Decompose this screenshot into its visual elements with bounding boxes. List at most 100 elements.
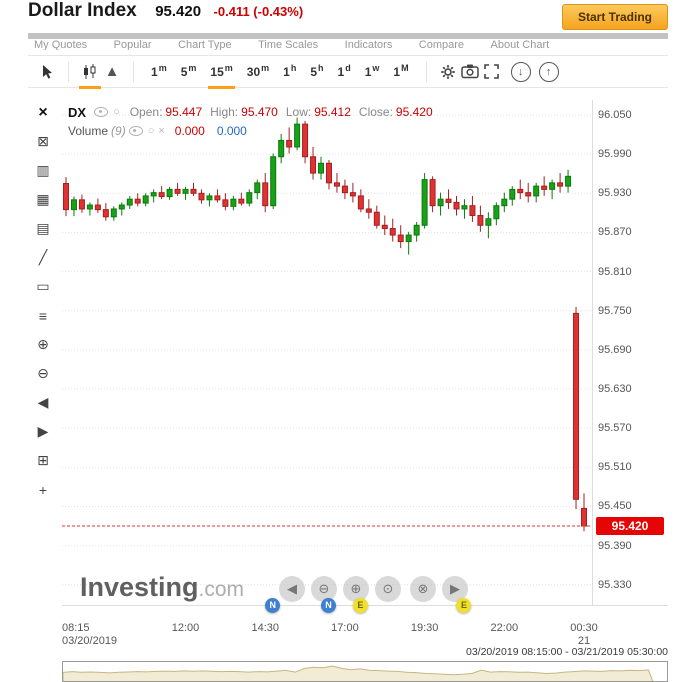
logo-suffix: .com	[198, 578, 245, 601]
y-axis-label: 96.050	[598, 109, 632, 121]
series-settings-icon[interactable]: ○	[113, 106, 120, 118]
date-range-label: 03/20/2019 08:15:00 - 03/21/2019 05:30:0…	[465, 646, 668, 658]
low-value: 95.412	[314, 105, 351, 119]
fullscreen-icon[interactable]	[481, 55, 503, 88]
last-price: 95.420	[155, 3, 202, 20]
tool-zoom-in-icon[interactable]: ⊕	[37, 336, 49, 352]
volume-period: (9)	[111, 124, 126, 138]
open-label: Open:	[129, 105, 163, 119]
drawing-tools-sidebar: × ⊠ ▥ ▦ ▤ ╱ ▭ ≡ ⊕ ⊖ ◀ ▶ ⊞ +	[28, 98, 58, 504]
toolbar-divider	[425, 61, 427, 82]
start-trading-button[interactable]: Start Trading	[561, 4, 668, 30]
x-axis-label: 08:15 03/20/2019	[62, 622, 118, 647]
tool-chart-area-icon[interactable]: ▤	[36, 220, 50, 236]
high-value: 95.470	[241, 105, 278, 119]
menu-item-indicators[interactable]: Indicators	[344, 39, 393, 50]
upload-chart-button[interactable]: ↑	[538, 61, 559, 82]
timeframe-30m[interactable]: 30 m	[246, 62, 270, 79]
tool-trendline-icon[interactable]: ╱	[38, 249, 48, 265]
tool-rectangle-icon[interactable]: ▭	[36, 278, 50, 294]
chart-zoom-last-button[interactable]: ⊙	[375, 576, 401, 602]
volume-settings-icon[interactable]: ○	[147, 125, 155, 137]
tool-pan-left-icon[interactable]: ◀	[37, 394, 49, 410]
chart-type-candlestick-button[interactable]	[79, 55, 101, 89]
x-axis-label: 22:00	[490, 622, 519, 634]
menu-item-time-scales[interactable]: Time Scales	[258, 39, 319, 50]
y-axis-label: 95.810	[598, 265, 632, 278]
toolbar-divider	[133, 61, 134, 82]
chart-zoom-in-button[interactable]: ⊕	[343, 576, 369, 602]
tool-chart-candles-icon[interactable]: ▦	[36, 191, 50, 207]
event-marker-n[interactable]: N	[265, 598, 281, 613]
volume-eye-icon[interactable]	[128, 126, 143, 136]
tool-fib-retracement-icon[interactable]: ≡	[38, 307, 48, 324]
candlestick-chart[interactable]	[62, 100, 592, 605]
current-price-tag: 95.420	[596, 517, 664, 536]
tool-close-icon[interactable]: ×	[38, 103, 48, 121]
page-title: Dollar Index	[28, 0, 137, 21]
tool-pan-right-icon[interactable]: ▶	[37, 423, 49, 439]
chart-zoom-all-button[interactable]: ⊗	[410, 576, 436, 602]
volume-value-blue: 0.000	[216, 124, 247, 138]
toolbar-divider	[68, 61, 69, 82]
x-axis-label: 12:00	[171, 622, 200, 634]
chart-pan-right-button[interactable]: ▶	[442, 576, 468, 602]
settings-gear-icon[interactable]	[437, 55, 459, 88]
screenshot-camera-icon[interactable]	[459, 55, 481, 88]
tool-chart-bars-icon[interactable]: ▥	[36, 162, 50, 178]
symbol-label: DX	[68, 104, 87, 120]
volume-label: Volume	[68, 124, 109, 138]
chart-navigator[interactable]	[62, 661, 668, 682]
timeframe-15m[interactable]: 15 m	[206, 55, 236, 89]
y-axis-label: 95.990	[598, 148, 632, 161]
tool-move-icon[interactable]: +	[38, 481, 48, 498]
y-axis-label: 95.870	[598, 226, 632, 239]
tool-zoom-out-icon[interactable]: ⊖	[37, 365, 49, 381]
chart-menu: My Quotes Popular Chart Type Time Scales…	[28, 39, 668, 50]
scrollbar-track[interactable]	[28, 33, 668, 39]
x-axis-label: 17:00	[331, 622, 359, 634]
y-axis-label: 95.330	[598, 578, 632, 591]
y-axis[interactable]: 95.420 96.050 95.990 95.930 95.870 95.810 95.…	[596, 100, 672, 605]
download-chart-button[interactable]: ↓	[510, 61, 531, 82]
visibility-eye-icon[interactable]	[94, 107, 109, 117]
y-axis-label: 95.750	[598, 304, 632, 317]
menu-item-about-chart[interactable]: About Chart	[490, 39, 550, 50]
tool-zoom-select-icon[interactable]: ⊞	[37, 452, 49, 468]
chart-pan-left-button[interactable]: ◀	[279, 576, 305, 602]
cursor-pointer-icon[interactable]	[36, 55, 58, 88]
x-axis-label: 00:30 21	[570, 622, 598, 647]
event-marker-e[interactable]: E	[456, 598, 472, 613]
tool-crosshair-icon[interactable]: ⊠	[37, 133, 49, 149]
event-marker-n[interactable]: N	[320, 598, 336, 613]
chart-type-area-button[interactable]: ▲	[101, 55, 123, 88]
close-value: 95.420	[395, 105, 433, 119]
investing-logo: Investing.com	[80, 572, 244, 603]
volume-value-red: 0.000	[174, 124, 205, 138]
y-axis-label: 95.570	[598, 422, 632, 435]
chart-zoom-out-button[interactable]: ⊖	[311, 576, 337, 602]
x-axis: 08:15 03/20/2019 12:00 14:30 17:00 19:30 22:00…	[62, 622, 598, 652]
menu-item-compare[interactable]: Compare	[418, 39, 465, 50]
y-axis-label: 95.630	[598, 383, 632, 396]
navigator-area-chart	[63, 665, 654, 681]
price-chart[interactable]: DX ○ Open: 95.447 High: 95.470 Low: 95.412 …	[62, 100, 598, 660]
area-chart-icon: ▲	[104, 63, 120, 80]
volume-remove-icon[interactable]: ×	[158, 125, 165, 137]
header: Dollar Index 95.420 -0.411 (-0.43%) Star…	[28, 0, 668, 32]
event-marker-e[interactable]: E	[352, 598, 368, 613]
x-axis-label: 14:30	[251, 622, 279, 634]
menu-item-chart-type[interactable]: Chart Type	[178, 39, 232, 50]
pointer-icon	[43, 64, 52, 79]
candlestick-icon	[84, 63, 96, 79]
menu-item-my-quotes[interactable]: My Quotes	[34, 39, 88, 50]
price-change: -0.411 (-0.43%)	[213, 4, 304, 19]
menu-item-popular[interactable]: Popular	[113, 39, 152, 50]
